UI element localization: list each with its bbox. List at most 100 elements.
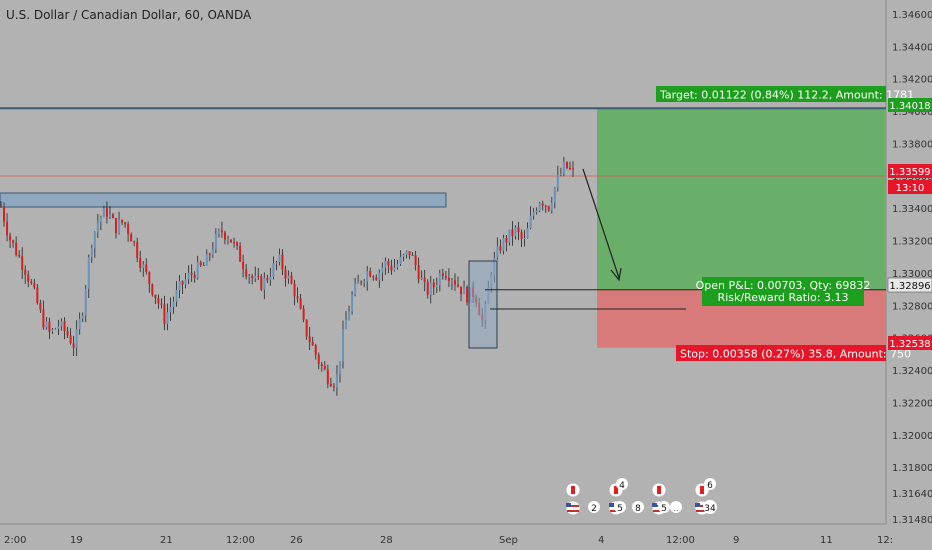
candle-body — [323, 365, 326, 370]
candle-body — [360, 281, 363, 283]
y-tick-label: 1.34400 — [892, 42, 932, 53]
candle-body — [211, 249, 214, 255]
svg-text:1.32896: 1.32896 — [889, 281, 930, 292]
candle-body — [72, 343, 75, 348]
candle-body — [60, 321, 63, 327]
event-badge-ca-2[interactable]: 4 — [608, 478, 628, 498]
candle-body — [69, 335, 72, 344]
pnl-label[interactable]: Open P&L: 0.00703, Qty: 69832 Risk/Rewar… — [696, 277, 871, 306]
candle-body — [526, 228, 529, 239]
candle-body — [145, 264, 148, 272]
candles — [0, 156, 574, 396]
candle-body — [354, 283, 357, 295]
countdown-label: 13:10 — [888, 180, 932, 194]
candle-body — [48, 321, 51, 332]
candle-body — [444, 276, 447, 278]
candle-body — [290, 275, 293, 284]
support-box-rectangle[interactable] — [468, 260, 498, 349]
candle-body — [199, 262, 202, 265]
candle-body — [39, 303, 42, 310]
candle-body — [124, 222, 127, 225]
candle-body — [127, 224, 130, 235]
candle-body — [223, 232, 226, 240]
candle-body — [417, 265, 420, 280]
event-badge-ca-4[interactable]: 6 — [694, 478, 716, 498]
target-label[interactable]: Target: 0.01122 (0.84%) 112.2, Amount: 1… — [656, 86, 914, 102]
candle-body — [429, 282, 432, 295]
candle-body — [66, 331, 69, 336]
candle-body — [351, 294, 354, 312]
candle-body — [105, 208, 108, 217]
candle-body — [529, 215, 532, 229]
candle-body — [220, 230, 223, 233]
candle-body — [420, 277, 423, 280]
stop-price-label: 1.32538 — [888, 336, 932, 350]
profit-zone[interactable] — [597, 108, 886, 290]
event-badge-us-3[interactable]: 5 ‥ — [651, 500, 682, 516]
price-axis[interactable] — [886, 0, 932, 550]
candle-body — [502, 238, 505, 251]
candle-body — [30, 281, 33, 284]
y-tick-label: 1.32000 — [892, 431, 932, 442]
candle-body — [408, 251, 411, 256]
candle-body — [399, 256, 402, 264]
candle-body — [281, 254, 284, 270]
candle-body — [260, 276, 263, 290]
x-tick-labels: 2:00 19 21 12:00 26 28 Sep 4 12:00 9 11 12: — [4, 535, 893, 546]
candle-body — [544, 205, 547, 207]
candle-body — [251, 276, 254, 279]
candle-body — [332, 386, 335, 388]
candle-body — [96, 222, 99, 233]
projection-arrow[interactable] — [582, 168, 622, 282]
candle-body — [405, 251, 408, 255]
stop-label[interactable]: Stop: 0.00358 (0.27%) 35.8, Amount: 750 — [676, 345, 911, 361]
candle-body — [254, 275, 257, 279]
candle-body — [514, 227, 517, 237]
x-tick-label: 12:00 — [226, 535, 255, 546]
candle-body — [305, 319, 308, 337]
candle-body — [269, 276, 272, 280]
candle-body — [42, 309, 45, 328]
candle-body — [9, 235, 12, 241]
chart-title: U.S. Dollar / Canadian Dollar, 60, OANDA — [6, 8, 252, 22]
candle-body — [84, 288, 87, 316]
y-tick-label: 1.34600 — [892, 10, 932, 21]
candle-body — [453, 280, 456, 285]
candle-body — [0, 206, 2, 208]
event-badges[interactable]: 2 4 5 8 5 ‥ — [565, 478, 717, 516]
svg-text:1.32538: 1.32538 — [889, 339, 930, 350]
event-badge-us-4[interactable]: 34 — [694, 500, 717, 516]
x-tick-label: 12: — [877, 535, 893, 546]
candle-body — [463, 286, 466, 295]
candle-body — [511, 229, 514, 237]
y-tick-label: 1.33400 — [892, 204, 932, 215]
candle-body — [559, 173, 562, 175]
event-badge-count: 8 — [635, 504, 641, 514]
event-badge-ca-3[interactable] — [651, 482, 667, 498]
candle-body — [160, 303, 163, 305]
time-axis[interactable] — [0, 525, 886, 550]
event-badge-ca-1[interactable] — [565, 482, 581, 498]
candle-body — [287, 275, 290, 279]
resistance-zone-rectangle[interactable] — [0, 192, 447, 208]
candle-body — [208, 254, 211, 256]
candle-body — [202, 264, 205, 266]
candle-body — [329, 383, 332, 387]
candle-body — [169, 306, 172, 313]
candle-body — [326, 369, 329, 384]
event-badge-us-2[interactable]: 5 8 — [608, 500, 644, 516]
target-price-label: 1.34018 — [888, 98, 932, 112]
candle-body — [12, 240, 15, 243]
event-badge-us-1[interactable]: 2 — [565, 500, 600, 516]
candle-body — [99, 216, 102, 223]
candle-body — [438, 273, 441, 286]
candle-body — [335, 374, 338, 388]
candle-body — [166, 312, 169, 324]
y-tick-label: 1.33200 — [892, 237, 932, 248]
candle-body — [45, 321, 48, 328]
candle-body — [118, 219, 121, 234]
candle-body — [266, 278, 269, 280]
candle-body — [21, 256, 24, 270]
candle-body — [466, 286, 469, 303]
